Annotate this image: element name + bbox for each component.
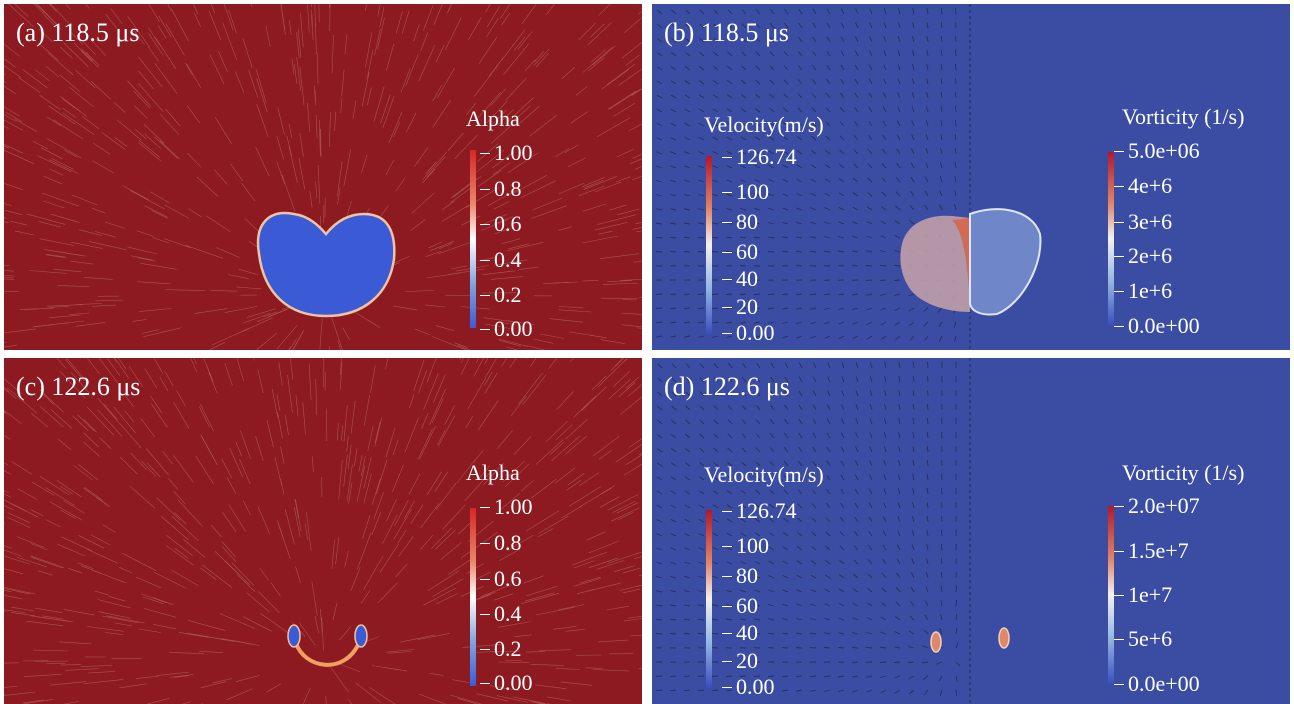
panel-c-alpha-streamlines: (c) 122.6 μs Alpha 1.00 0.8 0.6 0.4 0.2 … — [4, 358, 642, 704]
bubble-fragment-d-right — [998, 627, 1010, 649]
vorticity-tick-d-3: 5e+6 — [1113, 626, 1173, 651]
velocity-colorbar-title-b: Velocity(m/s) — [704, 112, 824, 137]
velocity-tick-d-6: 0.00 — [722, 674, 775, 699]
velocity-tick-b-0: 126.74 — [722, 144, 797, 169]
panel-c-label: (c) 122.6 μs — [16, 372, 141, 401]
velocity-colorbar-title-d: Velocity(m/s) — [704, 462, 824, 487]
bubble-vorticity-b — [969, 208, 1042, 316]
alpha-tick-c-1: 0.8 — [480, 530, 522, 555]
velocity-colorbar-b — [706, 156, 712, 334]
alpha-colorbar-a — [470, 150, 476, 328]
panel-a-label: (a) 118.5 μs — [16, 18, 140, 47]
alpha-tick-c-2: 0.6 — [480, 566, 522, 591]
alpha-tick-a-1: 0.8 — [480, 176, 522, 201]
velocity-tick-b-6: 0.00 — [722, 320, 775, 345]
panel-b-velocity-vorticity: (b) 118.5 μs Velocity(m/s) 126.74 100 80… — [652, 4, 1290, 350]
vorticity-tick-b-2: 3e+6 — [1113, 209, 1173, 234]
alpha-colorbar-title-c: Alpha — [466, 460, 520, 485]
alpha-tick-a-3: 0.4 — [480, 247, 522, 272]
bubble-fragment-d-left — [930, 631, 942, 653]
panel-a-alpha-streamlines: (a) 118.5 μs Alpha 1.00 0.8 0.6 0.4 0.2 … — [4, 4, 642, 350]
velocity-tick-d-4: 40 — [722, 620, 758, 645]
alpha-tick-a-0: 1.00 — [480, 140, 533, 165]
alpha-tick-c-3: 0.4 — [480, 601, 522, 626]
velocity-tick-b-1: 100 — [722, 179, 769, 204]
vorticity-tick-d-2: 1e+7 — [1113, 582, 1173, 607]
velocity-tick-b-5: 20 — [722, 294, 758, 319]
vorticity-tick-d-4: 0.0e+00 — [1114, 671, 1200, 696]
alpha-tick-a-4: 0.2 — [480, 282, 522, 307]
bubble-fragment-arc-c — [294, 642, 361, 667]
vorticity-tick-b-0: 5.0e+06 — [1114, 138, 1200, 163]
vorticity-tick-b-5: 0.0e+00 — [1114, 313, 1200, 338]
velocity-tick-d-2: 80 — [722, 563, 758, 588]
alpha-tick-c-4: 0.2 — [480, 636, 522, 661]
alpha-colorbar-c — [470, 508, 476, 686]
alpha-tick-c-5: 0.00 — [480, 670, 533, 695]
panel-d-label: (d) 122.6 μs — [664, 372, 790, 401]
velocity-colorbar-d — [706, 510, 712, 688]
velocity-tick-d-1: 100 — [722, 533, 769, 558]
vorticity-tick-d-0: 2.0e+07 — [1114, 493, 1200, 518]
velocity-tick-b-2: 80 — [722, 209, 758, 234]
velocity-tick-b-3: 60 — [722, 239, 758, 264]
vorticity-colorbar-title-b: Vorticity (1/s) — [1122, 104, 1245, 129]
panel-d-velocity-vorticity: (d) 122.6 μs Velocity(m/s) 126.74 100 80… — [652, 358, 1290, 704]
vorticity-tick-d-1: 1.5e+7 — [1114, 538, 1189, 563]
vorticity-tick-b-4: 1e+6 — [1113, 278, 1173, 303]
alpha-colorbar-title-a: Alpha — [466, 106, 520, 131]
streamline-field-a — [4, 4, 642, 350]
vector-field-b — [655, 4, 1042, 350]
vorticity-tick-b-3: 2e+6 — [1113, 243, 1173, 268]
streamline-field-c — [4, 358, 642, 704]
alpha-tick-c-0: 1.00 — [480, 494, 533, 519]
vorticity-tick-b-1: 4e+6 — [1113, 173, 1173, 198]
alpha-tick-a-5: 0.00 — [480, 316, 533, 341]
velocity-tick-d-5: 20 — [722, 648, 758, 673]
vorticity-colorbar-d — [1108, 506, 1114, 684]
vorticity-colorbar-b — [1108, 152, 1114, 326]
velocity-tick-d-0: 126.74 — [722, 498, 797, 523]
velocity-tick-b-4: 40 — [722, 266, 758, 291]
alpha-tick-a-2: 0.6 — [480, 211, 522, 236]
panel-b-label: (b) 118.5 μs — [664, 18, 789, 47]
vorticity-colorbar-title-d: Vorticity (1/s) — [1122, 460, 1245, 485]
velocity-tick-d-3: 60 — [722, 593, 758, 618]
bubble-velocity-b — [900, 215, 970, 312]
bubble-a — [256, 211, 396, 318]
